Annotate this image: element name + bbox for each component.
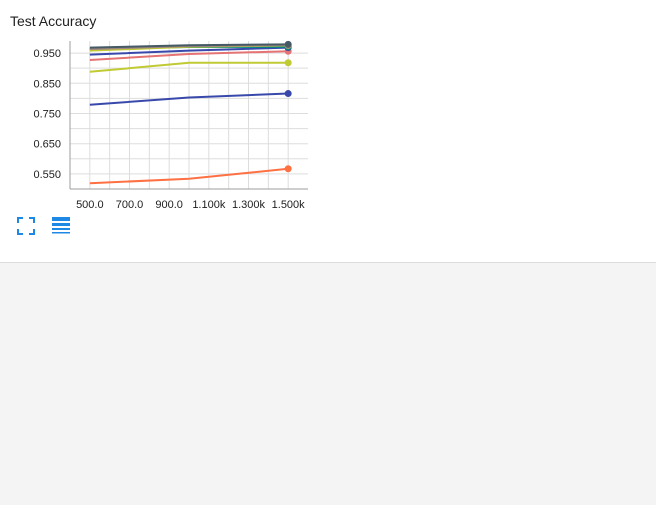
series-end-point <box>284 59 292 67</box>
x-tick-label: 1.100k <box>192 199 226 211</box>
legend-list-icon[interactable] <box>51 217 71 235</box>
series-line <box>89 46 289 56</box>
chart-card: Test Accuracy 0.550 0.650 0.750 0.850 0.950 5… <box>0 0 656 263</box>
x-tick-label: 900.0 <box>155 199 183 211</box>
series-line <box>89 167 289 185</box>
series-end-points <box>284 40 292 173</box>
x-tick-label: 500.0 <box>76 199 104 211</box>
series-line <box>89 92 289 106</box>
chart-title: Test Accuracy <box>10 13 97 29</box>
series-end-point <box>284 40 292 48</box>
series-end-point <box>284 90 292 98</box>
axes <box>69 41 308 190</box>
grid-lines <box>70 41 308 189</box>
series-line <box>89 50 289 62</box>
series-line <box>89 61 289 73</box>
y-tick-label: 0.850 <box>33 78 61 90</box>
y-tick-label: 0.650 <box>33 139 61 151</box>
x-tick-label: 700.0 <box>116 199 144 211</box>
series-end-point <box>284 165 292 173</box>
test-accuracy-chart: 0.550 0.650 0.750 0.850 0.950 500.0 700.0 900.0… <box>33 40 308 211</box>
fullscreen-icon[interactable] <box>17 217 35 235</box>
series-line <box>89 43 289 49</box>
x-tick-label: 1.300k <box>232 199 266 211</box>
y-tick-label: 0.750 <box>33 108 61 120</box>
x-tick-label: 1.500k <box>272 199 306 211</box>
tick-labels: 0.550 0.650 0.750 0.850 0.950 500.0 700.0 900.0… <box>33 48 305 211</box>
y-tick-label: 0.550 <box>33 169 61 181</box>
y-tick-label: 0.950 <box>33 48 61 60</box>
series-lines <box>89 43 289 185</box>
